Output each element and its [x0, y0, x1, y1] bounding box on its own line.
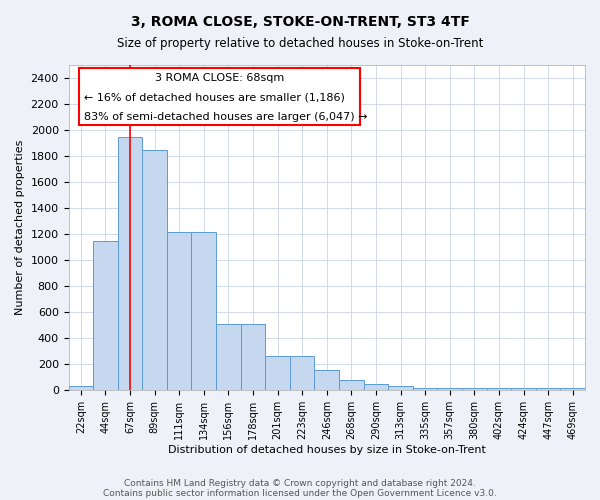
Bar: [167, 232, 191, 390]
Bar: [314, 370, 339, 390]
Bar: [265, 356, 290, 390]
Bar: [413, 388, 437, 390]
Text: 3, ROMA CLOSE, STOKE-ON-TRENT, ST3 4TF: 3, ROMA CLOSE, STOKE-ON-TRENT, ST3 4TF: [131, 15, 469, 29]
Bar: [511, 388, 536, 390]
FancyBboxPatch shape: [79, 68, 361, 125]
Bar: [68, 386, 93, 390]
Bar: [437, 388, 462, 390]
Bar: [339, 380, 364, 390]
Bar: [462, 388, 487, 390]
Bar: [216, 324, 241, 390]
Bar: [487, 388, 511, 390]
Bar: [241, 324, 265, 390]
X-axis label: Distribution of detached houses by size in Stoke-on-Trent: Distribution of detached houses by size …: [168, 445, 486, 455]
Bar: [388, 386, 413, 390]
Y-axis label: Number of detached properties: Number of detached properties: [15, 140, 25, 316]
Bar: [142, 150, 167, 390]
Text: ← 16% of detached houses are smaller (1,186): ← 16% of detached houses are smaller (1,…: [84, 92, 345, 102]
Bar: [536, 388, 560, 390]
Bar: [93, 240, 118, 390]
Text: 3 ROMA CLOSE: 68sqm: 3 ROMA CLOSE: 68sqm: [155, 73, 284, 83]
Bar: [560, 388, 585, 390]
Bar: [191, 232, 216, 390]
Text: Contains HM Land Registry data © Crown copyright and database right 2024.: Contains HM Land Registry data © Crown c…: [124, 478, 476, 488]
Bar: [118, 136, 142, 390]
Bar: [290, 356, 314, 390]
Bar: [364, 384, 388, 390]
Text: 83% of semi-detached houses are larger (6,047) →: 83% of semi-detached houses are larger (…: [84, 112, 368, 122]
Text: Size of property relative to detached houses in Stoke-on-Trent: Size of property relative to detached ho…: [117, 38, 483, 51]
Text: Contains public sector information licensed under the Open Government Licence v3: Contains public sector information licen…: [103, 488, 497, 498]
